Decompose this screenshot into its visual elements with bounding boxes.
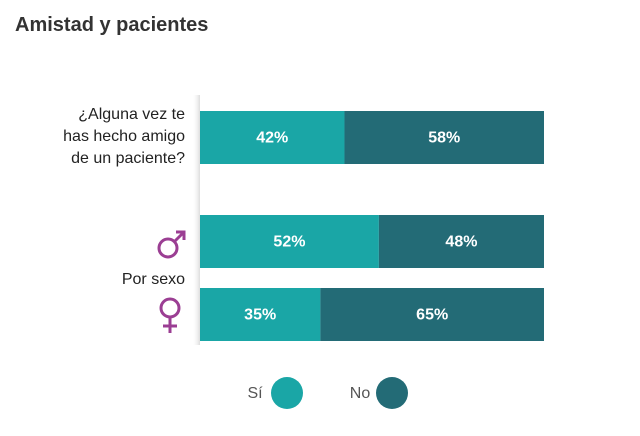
legend-swatch — [376, 377, 408, 409]
group-label: Por sexo — [121, 271, 185, 288]
value-label: 58% — [428, 130, 460, 147]
category-label: ¿Alguna vez te has hecho amigo de un pac… — [63, 106, 185, 167]
bar-segment — [200, 215, 379, 268]
legend-swatch — [271, 377, 303, 409]
bar-segment — [200, 288, 321, 341]
shadow — [192, 95, 200, 345]
bar-segment — [320, 288, 544, 341]
legend-label: No — [350, 385, 371, 402]
chart-title: Amistad y pacientes — [15, 14, 209, 36]
value-label: 35% — [244, 307, 276, 324]
bar-segment — [200, 111, 345, 164]
bar-segment — [344, 111, 544, 164]
value-label: 65% — [416, 307, 448, 324]
value-label: 42% — [256, 130, 288, 147]
female-icon — [159, 297, 181, 333]
value-label: 52% — [273, 234, 305, 251]
bar-segment — [378, 215, 544, 268]
legend-label: Sí — [247, 385, 263, 402]
male-icon — [157, 230, 186, 259]
value-label: 48% — [445, 234, 477, 251]
